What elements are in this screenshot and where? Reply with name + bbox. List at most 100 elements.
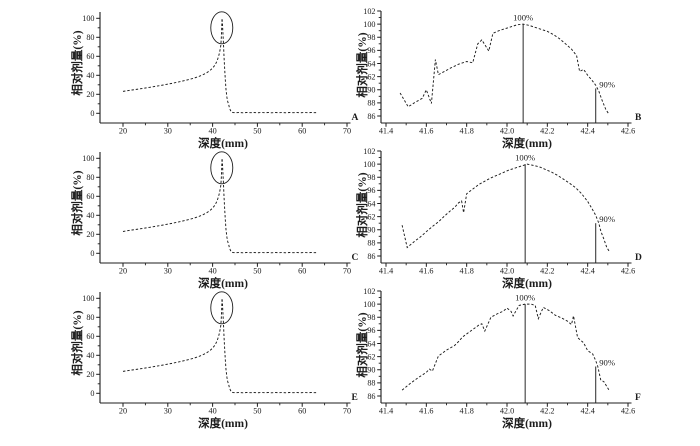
x-tick-label: 60 — [298, 267, 306, 276]
reference-label: 100% — [515, 153, 535, 163]
x-tick-label: 70 — [343, 407, 351, 416]
reference-label: 90% — [599, 214, 615, 224]
panel-letter: B — [635, 113, 642, 123]
y-tick-label: 64 — [367, 339, 375, 348]
x-tick-label: 41.4 — [379, 127, 393, 136]
y-tick-label: 60 — [86, 332, 94, 341]
panel-letter: D — [635, 253, 642, 263]
peak-ellipse — [210, 11, 234, 45]
y-tick-label: 102 — [363, 7, 375, 16]
y-tick-label: 98 — [367, 173, 375, 182]
y-tick-label: 86 — [367, 252, 375, 261]
x-tick-label: 30 — [164, 127, 172, 136]
x-tick-label: 50 — [253, 407, 261, 416]
y-tick-label: 86 — [367, 112, 375, 121]
x-axis-label: 深度(mm) — [198, 136, 248, 150]
y-tick-label: 80 — [86, 173, 94, 182]
y-axis-label: 相对剂量(%) — [70, 170, 84, 235]
reference-label: 100% — [515, 293, 535, 303]
y-tick-label: 88 — [367, 239, 375, 248]
x-tick-label: 42.6 — [621, 127, 635, 136]
dose-curve-B — [399, 23, 610, 115]
panel-C: 20 30 40 50 60 70 0 20 40 60 80 100 深度(mm) 相对剂量(%) C — [70, 151, 359, 290]
y-tick-label: 20 — [86, 90, 94, 99]
x-tick-label: 42.0 — [500, 407, 514, 416]
y-axis-label: 相对剂量(%) — [70, 310, 84, 375]
dose-curve-A — [122, 18, 317, 114]
x-tick-label: 30 — [164, 407, 172, 416]
x-axis-label: 深度(mm) — [502, 136, 552, 150]
y-tick-label: 80 — [86, 33, 94, 42]
y-tick-label: 100 — [363, 300, 375, 309]
x-tick-label: 42.2 — [540, 267, 554, 276]
y-tick-label: 102 — [363, 287, 375, 296]
y-tick-label: 90 — [367, 366, 375, 375]
y-tick-label: 20 — [86, 230, 94, 239]
panel-E: 20 30 40 50 60 70 0 20 40 60 80 100 深度(mm) 相对剂量(%) E — [70, 291, 358, 430]
x-tick-label: 70 — [343, 127, 351, 136]
axes — [380, 291, 632, 404]
x-tick-label: 20 — [119, 267, 127, 276]
x-tick-label: 50 — [253, 127, 261, 136]
y-tick-label: 100 — [82, 14, 94, 23]
x-axis-label: 深度(mm) — [198, 276, 248, 290]
panel-D: 41.4 41.6 41.8 42.0 42.2 42.4 42.6 86 88 90 62 64 96… — [355, 147, 642, 290]
x-tick-label: 42.4 — [581, 127, 595, 136]
x-tick-label: 41.8 — [460, 407, 474, 416]
x-tick-label: 40 — [209, 127, 217, 136]
x-tick-label: 40 — [209, 407, 217, 416]
y-tick-label: 90 — [367, 226, 375, 235]
y-tick-label: 40 — [86, 211, 94, 220]
x-tick-label: 30 — [164, 267, 172, 276]
x-tick-label: 42.6 — [621, 407, 635, 416]
y-tick-label: 62 — [367, 212, 375, 221]
y-axis-label: 相对剂量(%) — [70, 30, 84, 95]
y-tick-label: 60 — [86, 192, 94, 201]
dose-curve-E — [122, 298, 317, 394]
y-tick-label: 96 — [367, 46, 375, 55]
y-tick-label: 100 — [82, 294, 94, 303]
y-tick-label: 98 — [367, 33, 375, 42]
y-tick-label: 64 — [367, 59, 375, 68]
x-tick-label: 20 — [119, 127, 127, 136]
y-axis-label: 相对剂量(%) — [355, 312, 369, 377]
y-axis-label: 相对剂量(%) — [355, 172, 369, 237]
y-tick-label: 60 — [86, 52, 94, 61]
panel-A: 20 30 40 50 60 70 0 20 40 60 80 100 深度(mm) 相对剂量(%) A — [70, 11, 359, 150]
x-tick-label: 42.2 — [540, 127, 554, 136]
y-tick-label: 80 — [86, 313, 94, 322]
x-tick-label: 42.2 — [540, 407, 554, 416]
reference-label: 90% — [599, 357, 615, 367]
y-tick-label: 64 — [367, 199, 375, 208]
x-tick-label: 41.6 — [419, 267, 433, 276]
dose-curve-D — [401, 163, 611, 253]
y-tick-label: 0 — [90, 389, 94, 398]
y-tick-label: 96 — [367, 186, 375, 195]
x-tick-label: 41.6 — [419, 127, 433, 136]
reference-label: 100% — [513, 13, 533, 23]
panel-letter: F — [635, 393, 641, 403]
y-tick-label: 86 — [367, 392, 375, 401]
panel-letter: C — [352, 253, 359, 263]
peak-ellipse — [210, 151, 234, 185]
peak-ellipse — [210, 291, 234, 325]
x-tick-label: 60 — [298, 407, 306, 416]
y-tick-label: 100 — [82, 154, 94, 163]
y-tick-label: 88 — [367, 99, 375, 108]
y-tick-label: 62 — [367, 72, 375, 81]
y-tick-label: 88 — [367, 379, 375, 388]
reference-label: 90% — [599, 79, 615, 89]
panel-letter: A — [352, 113, 359, 123]
x-tick-label: 42.6 — [621, 267, 635, 276]
y-tick-label: 0 — [90, 109, 94, 118]
x-tick-label: 42.0 — [500, 127, 514, 136]
x-tick-label: 20 — [119, 407, 127, 416]
x-tick-label: 41.4 — [379, 407, 393, 416]
panel-F: 41.4 41.6 41.8 42.0 42.2 42.4 42.6 86 88 90 62 64 96… — [355, 287, 641, 430]
axes — [380, 151, 632, 264]
axes — [99, 292, 351, 404]
y-tick-label: 20 — [86, 370, 94, 379]
y-tick-label: 40 — [86, 71, 94, 80]
x-tick-label: 60 — [298, 127, 306, 136]
